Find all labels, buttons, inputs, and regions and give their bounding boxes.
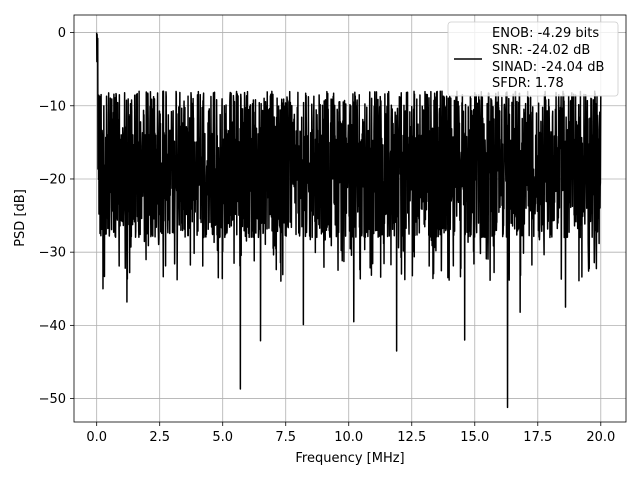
legend-line-sinad: SINAD: -24.04 dB [492, 60, 604, 75]
legend: ENOB: -4.29 bits SNR: -24.02 dB SINAD: -… [447, 21, 619, 97]
legend-line-enob: ENOB: -4.29 bits [492, 26, 599, 41]
y-tick-label: −40 [39, 319, 66, 334]
psd-series-line [95, 32, 602, 409]
x-axis-label: Frequency [MHz] [295, 451, 404, 466]
y-tick-label: 0 [58, 26, 66, 41]
legend-line-sfdr: SFDR: 1.78 [492, 76, 564, 91]
legend-line-snr: SNR: -24.02 dB [492, 43, 590, 58]
y-tick-label: −10 [39, 99, 66, 114]
y-tick-label: −30 [39, 246, 66, 261]
x-tick-label: 20.0 [586, 430, 615, 445]
ticks: 0.0 2.5 5.0 7.5 10.0 12.5 15.0 17.5 20.0 0 −10 −20 −… [39, 26, 616, 445]
y-tick-label: −20 [39, 172, 66, 187]
axes-frame [73, 14, 627, 423]
y-tick-label: −50 [39, 392, 66, 407]
x-tick-label: 12.5 [397, 430, 426, 445]
x-tick-label: 15.0 [460, 430, 489, 445]
x-tick-label: 5.0 [212, 430, 233, 445]
x-tick-label: 10.0 [334, 430, 363, 445]
x-tick-label: 17.5 [523, 430, 552, 445]
legend-box [447, 21, 619, 97]
x-tick-label: 7.5 [275, 430, 296, 445]
y-axis-label: PSD [dB] [13, 189, 28, 247]
plot-area [95, 32, 602, 409]
x-tick-label: 2.5 [149, 430, 170, 445]
x-tick-label: 0.0 [86, 430, 107, 445]
